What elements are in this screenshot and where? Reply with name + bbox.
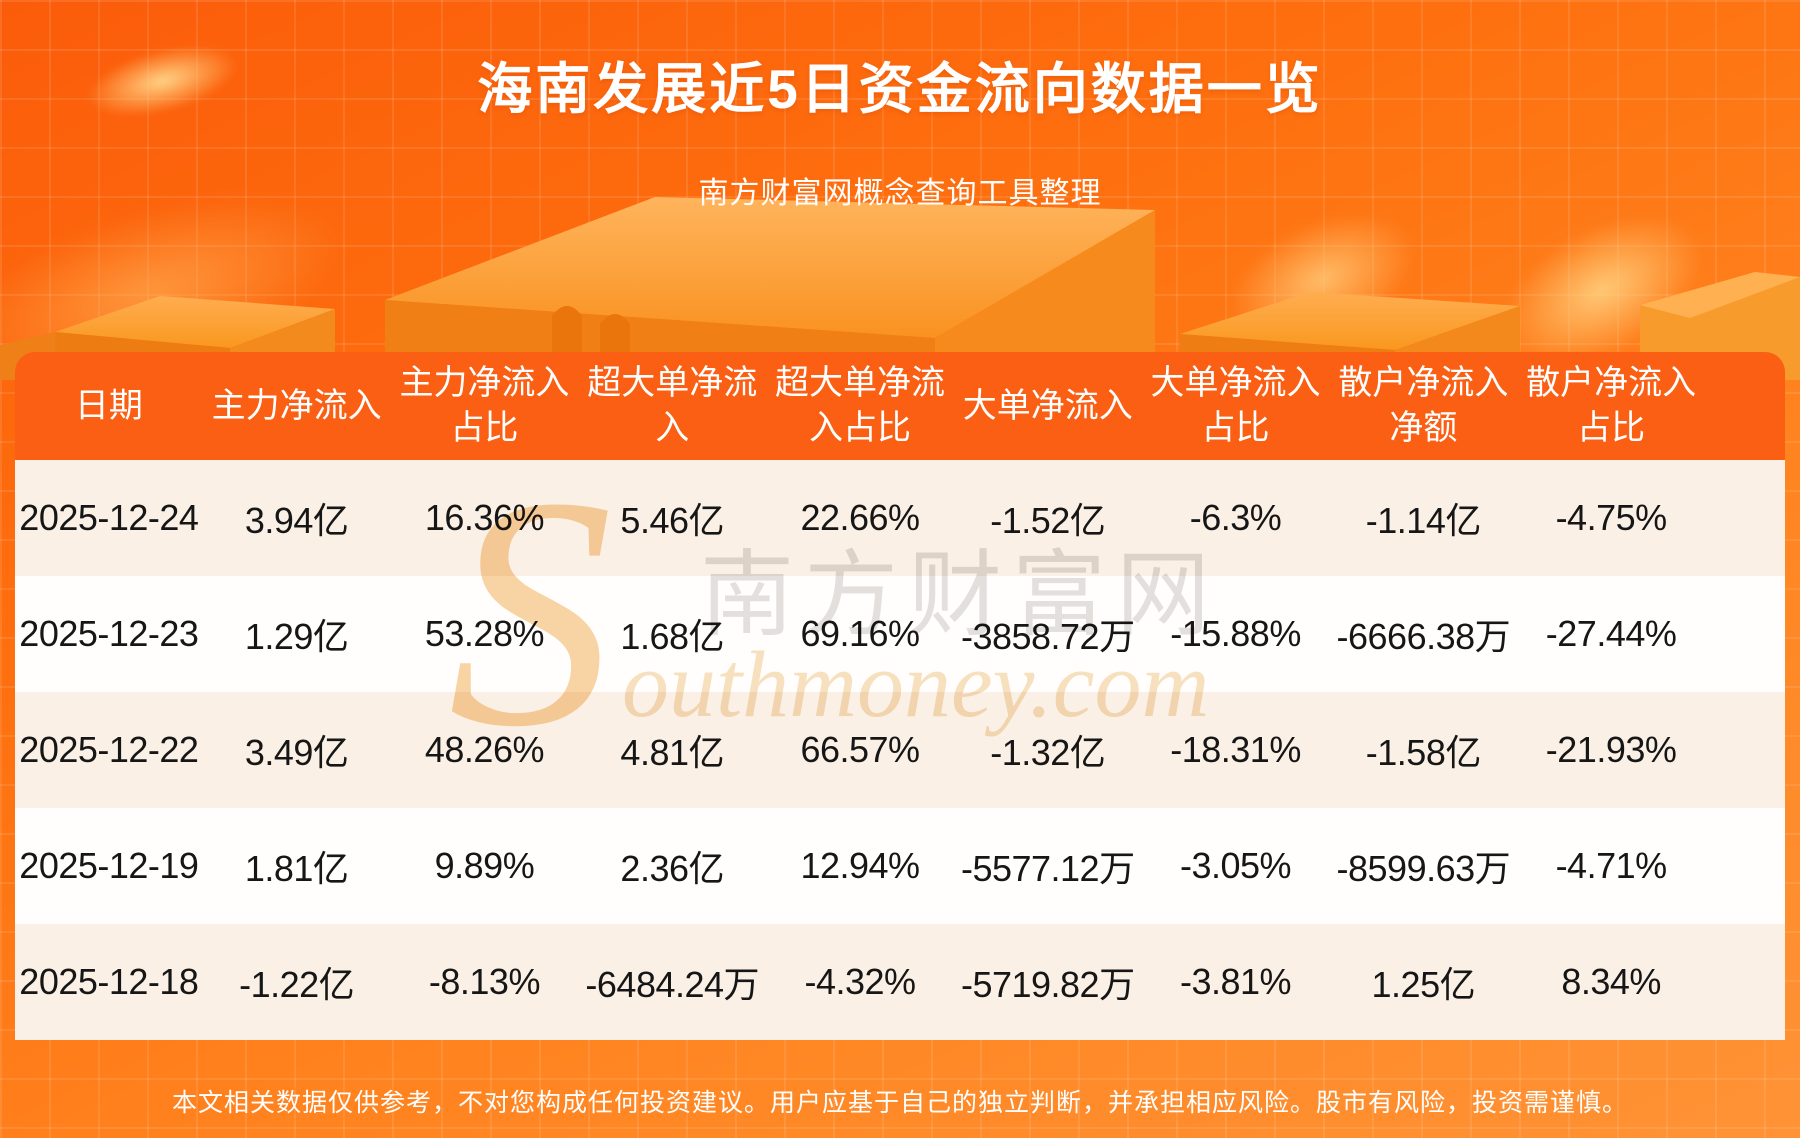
cell-value: -8599.63万 bbox=[1336, 848, 1511, 889]
disclaimer-text: 本文相关数据仅供参考，不对您构成任何投资建议。用户应基于自己的独立判断，并承担相… bbox=[171, 1089, 1628, 1117]
column-header-large-order-net-inflow: 大单净流入 bbox=[954, 384, 1142, 429]
header-line: 入占比 bbox=[808, 409, 911, 447]
cell-date: 2025-12-22 bbox=[19, 729, 199, 770]
fund-flow-table: 日期 主力净流入 主力净流入 占比 超大单净流 入 超大单净流 入占比 大单净流… bbox=[15, 352, 1785, 1040]
table-row: 2025-12-19 1.81亿 9.89% 2.36亿 12.94% -557… bbox=[15, 808, 1785, 924]
header-line: 大单净流入 bbox=[962, 386, 1133, 425]
cell-value: -4.32% bbox=[804, 961, 916, 1002]
cell-value: 3.94亿 bbox=[244, 500, 349, 541]
cell-value: -3858.72万 bbox=[960, 616, 1135, 657]
header-line: 大单净流入 bbox=[1150, 364, 1321, 402]
cell-value: -4.75% bbox=[1555, 497, 1668, 538]
header-line: 占比 bbox=[1201, 409, 1270, 447]
header-line: 超大单净流 bbox=[774, 364, 945, 402]
cell-date: 2025-12-19 bbox=[19, 845, 199, 886]
cell-value: -3.05% bbox=[1180, 845, 1292, 886]
cell-value: 8.34% bbox=[1561, 961, 1661, 1002]
header-line: 超大单净流 bbox=[587, 364, 758, 402]
cell-value: 1.81亿 bbox=[244, 848, 349, 889]
cell-value: -5719.82万 bbox=[960, 964, 1135, 1005]
header-line: 日期 bbox=[74, 386, 143, 425]
cell-value: 53.28% bbox=[424, 613, 545, 654]
cell-value: -1.58亿 bbox=[1365, 732, 1482, 773]
header-line: 占比 bbox=[1577, 409, 1646, 447]
table-row: 2025-12-23 1.29亿 53.28% 1.68亿 69.16% -38… bbox=[15, 576, 1785, 692]
cell-value: -6666.38万 bbox=[1336, 616, 1511, 657]
column-header-date: 日期 bbox=[15, 384, 203, 429]
table-row: 2025-12-22 3.49亿 48.26% 4.81亿 66.57% -1.… bbox=[15, 692, 1785, 808]
cell-value: 9.89% bbox=[434, 845, 535, 886]
cell-value: 48.26% bbox=[424, 729, 545, 770]
cell-value: -6484.24万 bbox=[585, 964, 760, 1005]
column-header-xl-order-net-inflow-ratio: 超大单净流 入占比 bbox=[766, 361, 954, 451]
cell-date: 2025-12-24 bbox=[19, 497, 199, 538]
column-header-main-net-inflow-ratio: 主力净流入 占比 bbox=[391, 361, 579, 451]
table-row: 2025-12-24 3.94亿 16.36% 5.46亿 22.66% -1.… bbox=[15, 460, 1785, 576]
cell-value: -18.31% bbox=[1170, 729, 1301, 770]
table-header-row: 日期 主力净流入 主力净流入 占比 超大单净流 入 超大单净流 入占比 大单净流… bbox=[15, 352, 1785, 460]
cell-value: -3.81% bbox=[1180, 961, 1292, 1002]
page-subtitle: 南方财富网概念查询工具整理 bbox=[698, 177, 1102, 210]
cell-value: 16.36% bbox=[424, 497, 545, 538]
cell-value: 2.36亿 bbox=[620, 848, 724, 889]
column-header-retail-net-inflow: 散户净流入 净额 bbox=[1329, 361, 1517, 451]
cell-value: -1.22亿 bbox=[239, 964, 355, 1005]
cell-value: 1.29亿 bbox=[244, 616, 349, 657]
cell-value: 66.57% bbox=[800, 729, 920, 770]
column-header-large-order-net-inflow-ratio: 大单净流入 占比 bbox=[1142, 361, 1330, 451]
cell-value: -8.13% bbox=[428, 961, 541, 1002]
cell-date: 2025-12-23 bbox=[19, 613, 199, 654]
header-line: 主力净流入 bbox=[211, 386, 382, 425]
table-row: 2025-12-18 -1.22亿 -8.13% -6484.24万 -4.32… bbox=[15, 924, 1785, 1040]
header-line: 净额 bbox=[1389, 409, 1458, 447]
cell-value: 1.68亿 bbox=[620, 616, 724, 657]
cell-value: -4.71% bbox=[1555, 845, 1668, 886]
cell-value: -1.14亿 bbox=[1365, 500, 1482, 541]
cell-value: -6.3% bbox=[1189, 497, 1282, 538]
cell-value: -5577.12万 bbox=[960, 848, 1135, 889]
cell-value: 3.49亿 bbox=[244, 732, 349, 773]
cell-value: 1.25亿 bbox=[1371, 964, 1476, 1005]
column-header-main-net-inflow: 主力净流入 bbox=[203, 384, 391, 429]
cell-value: 22.66% bbox=[800, 497, 920, 538]
cell-value: 5.46亿 bbox=[620, 500, 724, 541]
cell-value: -1.52亿 bbox=[990, 500, 1106, 541]
header-line: 入 bbox=[655, 409, 690, 447]
cell-value: -15.88% bbox=[1170, 613, 1301, 654]
header-line: 占比 bbox=[450, 409, 519, 447]
column-header-xl-order-net-inflow: 超大单净流 入 bbox=[578, 361, 766, 451]
header-line: 散户净流入 bbox=[1338, 364, 1509, 402]
cell-value: -27.44% bbox=[1545, 613, 1677, 654]
cell-date: 2025-12-18 bbox=[19, 961, 199, 1002]
light-flare-icon bbox=[1210, 187, 1435, 372]
column-header-retail-net-inflow-ratio: 散户净流入 占比 bbox=[1517, 361, 1705, 451]
header-line: 散户净流入 bbox=[1526, 364, 1697, 402]
cell-value: 4.81亿 bbox=[620, 732, 724, 773]
cell-value: 69.16% bbox=[800, 613, 920, 654]
cell-value: -21.93% bbox=[1545, 729, 1677, 770]
cell-value: -1.32亿 bbox=[990, 732, 1106, 773]
page-title: 海南发展近5日资金流向数据一览 bbox=[477, 58, 1323, 120]
header-line: 主力净流入 bbox=[399, 364, 570, 402]
cell-value: 12.94% bbox=[800, 845, 920, 886]
